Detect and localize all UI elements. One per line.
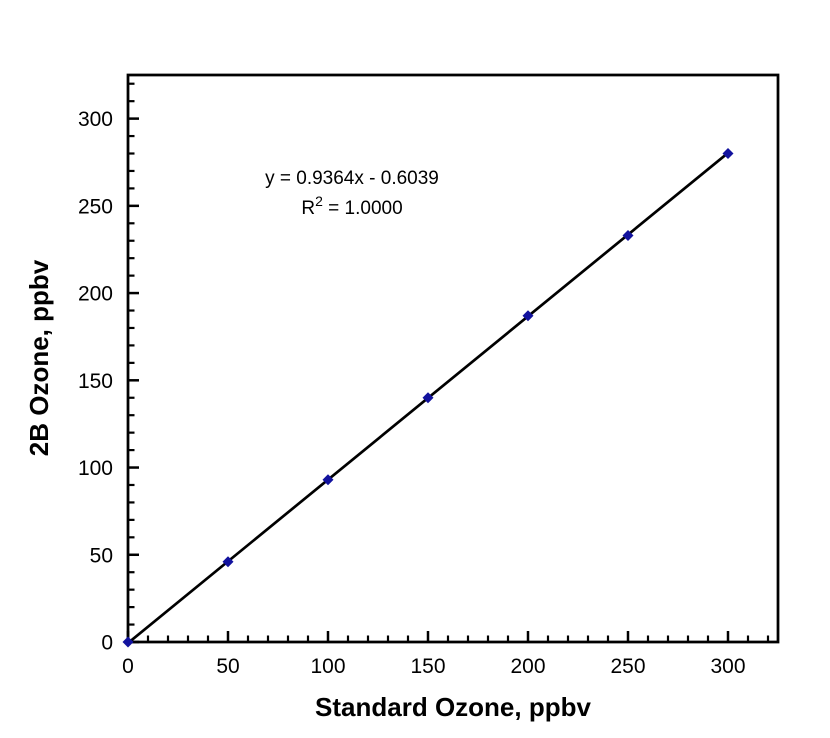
plot-frame [126, 73, 780, 644]
data-point-marker [122, 636, 134, 648]
x-tick-label: 100 [310, 655, 345, 678]
y-tick-label: 250 [78, 195, 113, 218]
data-point-marker [422, 392, 434, 404]
y-tick-label: 300 [78, 108, 113, 131]
y-tick-label: 50 [90, 544, 113, 567]
y-tick-label: 100 [78, 457, 113, 480]
x-tick-label: 50 [216, 655, 239, 678]
x-axis-title: Standard Ozone, ppbv [315, 692, 591, 722]
r-squared-prefix: R [301, 198, 315, 219]
x-tick-label: 150 [410, 655, 445, 678]
data-point-marker [522, 310, 534, 322]
data-point-marker [622, 230, 634, 242]
trendline-equation: y = 0.9364x - 0.6039 [265, 168, 439, 189]
data-point-marker [222, 556, 234, 568]
r-squared-value: = 1.0000 [323, 198, 403, 219]
r-squared-label: R2 = 1.0000 [301, 193, 402, 219]
x-tick-label: 200 [510, 655, 545, 678]
y-tick-label: 150 [78, 370, 113, 393]
y-tick-label: 200 [78, 283, 113, 306]
trendline-annotation: y = 0.9364x - 0.6039 R2 = 1.0000 [265, 168, 439, 219]
data-point-marker [322, 474, 334, 486]
y-tick-label: 0 [101, 632, 113, 655]
r-squared-superscript: 2 [315, 193, 323, 209]
x-tick-label: 0 [122, 655, 134, 678]
y-axis-title: 2B Ozone, ppbv [24, 259, 54, 456]
plot-dynamic-layer: 0 50 100 150 200 250 300 0 50 100 150 200 250 300 [78, 73, 780, 678]
x-tick-label: 250 [610, 655, 645, 678]
data-point-marker [722, 148, 734, 160]
x-tick-label: 300 [710, 655, 745, 678]
